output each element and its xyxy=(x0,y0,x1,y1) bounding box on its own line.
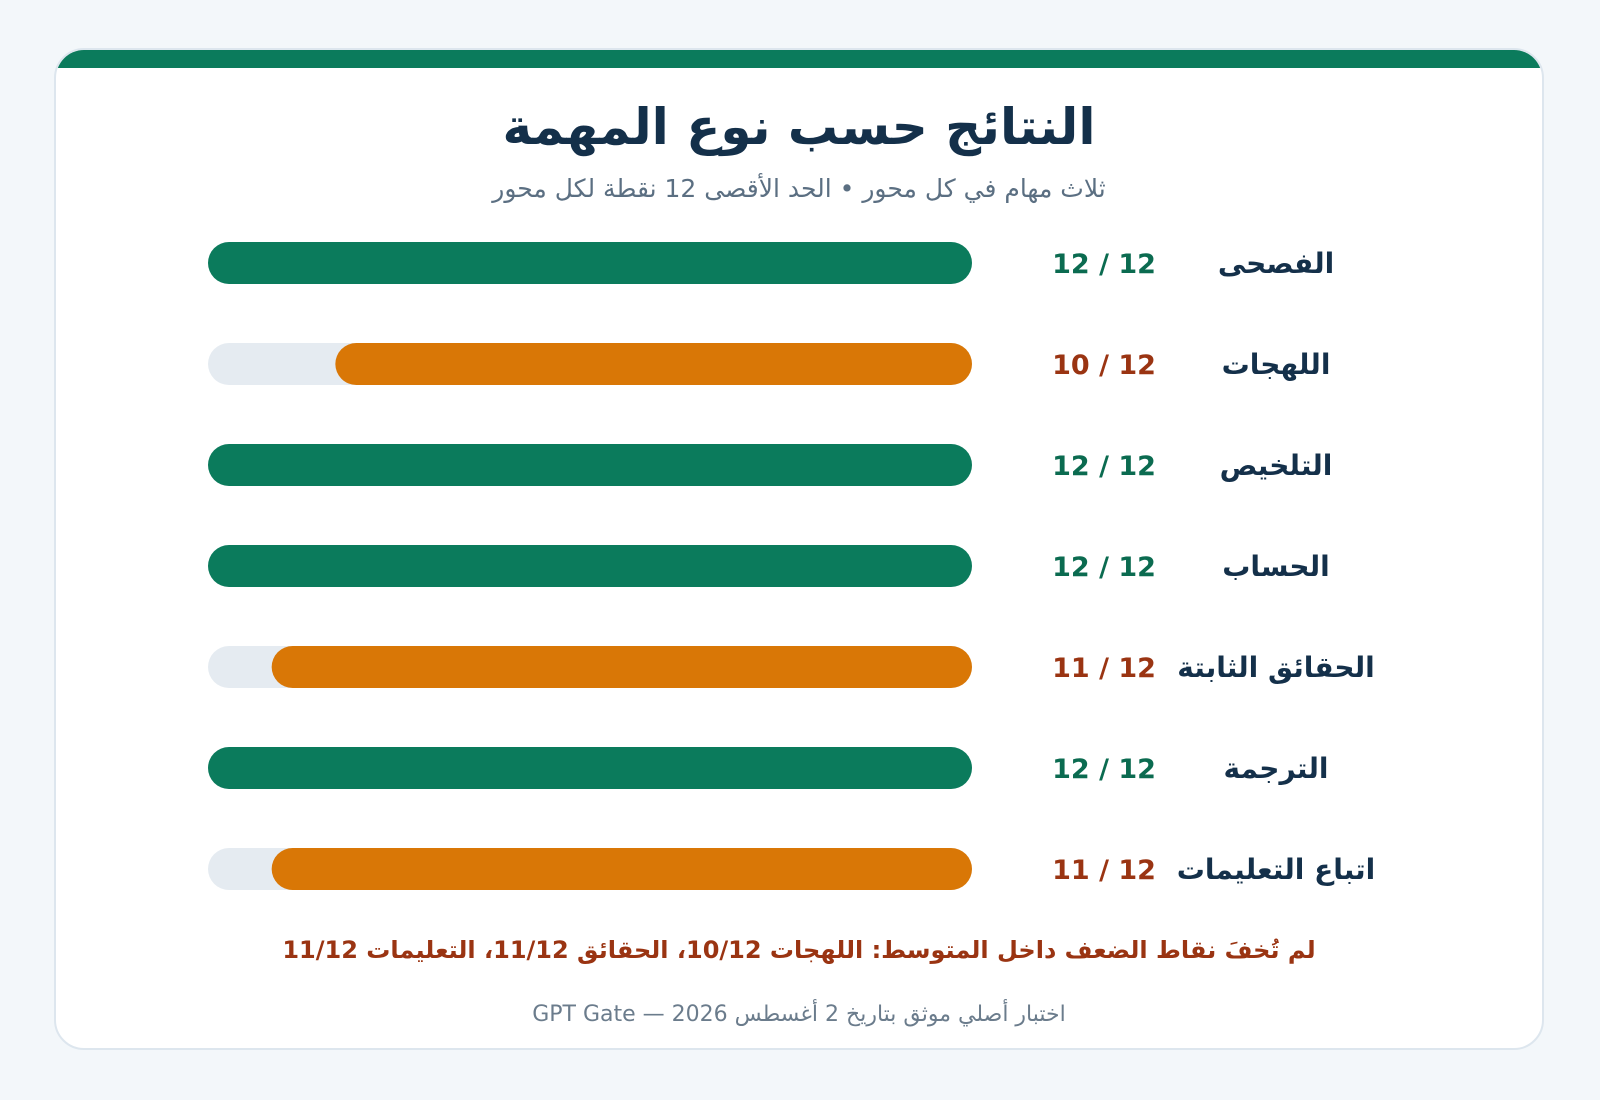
bar xyxy=(271,848,972,890)
chart-title: النتائج حسب نوع المهمة xyxy=(502,98,1096,156)
score-label: 12 / 12 xyxy=(1052,249,1156,280)
bar-chart: 12 / 12 الفصحى 10 / 12 اللهجات 12 / 12 التلخي… xyxy=(208,242,1376,890)
score-label: 11 / 12 xyxy=(1052,653,1156,684)
score-label: 12 / 12 xyxy=(1052,754,1156,785)
accent-bar xyxy=(56,50,1542,68)
category-label: التلخيص xyxy=(1220,449,1333,482)
chart-subtitle: ثلاث مهام في كل محور • الحد الأقصى 12 نق… xyxy=(492,174,1106,203)
results-card: النتائج حسب نوع المهمة ثلاث مهام في كل م… xyxy=(54,48,1544,1050)
score-label: 11 / 12 xyxy=(1052,855,1156,886)
category-label: الحساب xyxy=(1222,550,1329,583)
bar xyxy=(208,242,972,284)
weakness-note: لم تُخفَ نقاط الضعف داخل المتوسط: اللهجا… xyxy=(282,936,1316,964)
score-label: 12 / 12 xyxy=(1052,552,1156,583)
category-label: اتباع التعليمات xyxy=(1177,853,1376,886)
bar xyxy=(335,343,972,385)
bar xyxy=(208,444,972,486)
category-label: الحقائق الثابتة xyxy=(1177,651,1374,684)
footer-text: اختبار أصلي موثق بتاريخ 2 أغسطس 2026 — G… xyxy=(532,1002,1066,1027)
score-label: 10 / 12 xyxy=(1052,350,1156,381)
bar xyxy=(208,747,972,789)
bar xyxy=(271,646,972,688)
category-label: الترجمة xyxy=(1224,752,1329,785)
score-label: 12 / 12 xyxy=(1052,451,1156,482)
category-label: اللهجات xyxy=(1222,348,1331,381)
category-label: الفصحى xyxy=(1218,247,1334,280)
bar xyxy=(208,545,972,587)
